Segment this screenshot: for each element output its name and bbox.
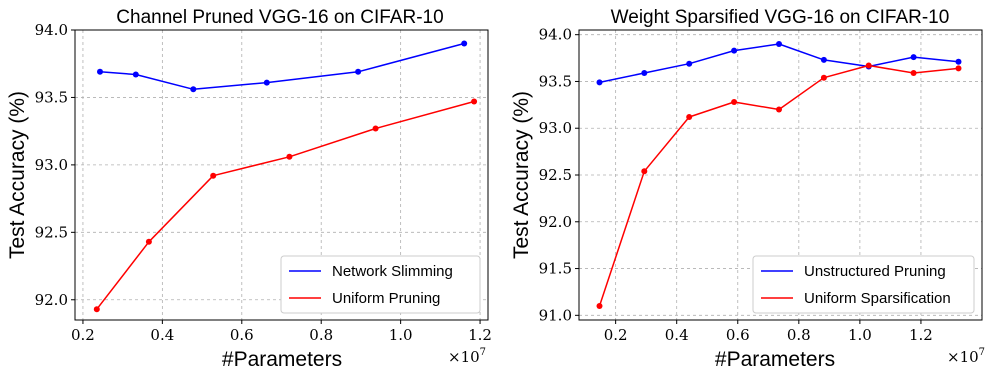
data-point-uniform-sparsification	[641, 168, 648, 175]
x-tick-label: 0.8	[787, 326, 811, 344]
y-tick-label: 94.0	[35, 21, 68, 39]
x-tick-label: 0.2	[71, 326, 95, 344]
legend: Unstructured Pruning Uniform Sparsificat…	[752, 255, 975, 314]
data-point-uniform-sparsification	[686, 114, 693, 120]
data-point-uniform-pruning	[471, 98, 478, 105]
x-tick-label: 1.2	[468, 326, 492, 344]
legend-label-unstructured-pruning: Unstructured Pruning	[804, 263, 946, 280]
y-tick-labels: 92.0 92.5 93.0 93.5 94.0	[35, 21, 75, 309]
legend-box	[280, 255, 481, 314]
y-tick-label: 93.5	[35, 88, 68, 106]
x-tick-label: 0.6	[230, 326, 254, 344]
data-point-uniform-pruning	[93, 306, 100, 313]
chart-channel-pruned: Channel Pruned VGG-16 on CIFAR-10 0.2 0.4…	[6, 7, 492, 371]
data-point-network-slimming	[355, 68, 362, 75]
legend-label-uniform-sparsification: Uniform Sparsification	[804, 290, 951, 307]
x-tick-label: 1.2	[909, 326, 933, 344]
legend-label-uniform-pruning: Uniform Pruning	[332, 290, 440, 307]
data-point-uniform-sparsification	[820, 74, 827, 81]
x-tick-labels: 0.2 0.4 0.6 0.8 1.0 1.2	[71, 320, 492, 344]
legend: Network Slimming Uniform Pruning	[280, 255, 481, 314]
series-line-unstructured-pruning	[599, 43, 959, 84]
y-tick-label: 92.5	[539, 166, 572, 184]
y-tick-label: 93.5	[539, 72, 572, 90]
data-point-uniform-sparsification	[731, 99, 738, 105]
data-point-network-slimming	[132, 71, 139, 78]
data-point-unstructured-pruning	[731, 47, 738, 54]
x-tick-label: 1.0	[848, 326, 872, 344]
y-axis-label: Test Accuracy (%)	[6, 91, 29, 259]
y-tick-label: 92.0	[35, 291, 68, 309]
data-point-uniform-pruning	[372, 125, 379, 132]
x-axis-multiplier: ×107	[947, 347, 985, 366]
data-point-unstructured-pruning	[686, 60, 693, 67]
plot-frame	[74, 29, 489, 321]
data-point-uniform-sparsification	[776, 106, 782, 113]
data-point-uniform-sparsification	[955, 65, 962, 72]
y-tick-label: 92.5	[35, 223, 68, 241]
legend-box	[752, 255, 975, 314]
chart-title: Weight Sparsified VGG-16 on CIFAR-10	[611, 7, 950, 28]
data-point-network-slimming	[263, 79, 270, 86]
data-point-uniform-pruning	[145, 238, 152, 245]
y-tick-labels: 91.0 91.5 92.0 92.5 93.0 93.5 94.0	[539, 26, 579, 324]
data-point-network-slimming	[461, 40, 468, 47]
data-point-uniform-pruning	[286, 153, 293, 160]
chart-title: Channel Pruned VGG-16 on CIFAR-10	[116, 7, 443, 28]
data-point-network-slimming	[190, 86, 197, 93]
data-point-uniform-sparsification	[865, 62, 872, 69]
x-axis-multiplier: ×107	[448, 347, 486, 366]
series-line-network-slimming	[99, 42, 465, 91]
x-tick-label: 0.4	[665, 326, 689, 344]
data-point-unstructured-pruning	[910, 54, 917, 61]
series-lines	[596, 41, 962, 309]
data-point-unstructured-pruning	[955, 58, 962, 65]
data-point-unstructured-pruning	[596, 79, 603, 86]
y-tick-label: 92.0	[539, 213, 572, 231]
data-point-uniform-sparsification	[910, 70, 917, 76]
y-axis-label: Test Accuracy (%)	[510, 91, 533, 259]
x-tick-label: 0.6	[726, 326, 750, 344]
x-axis-label: #Parameters	[715, 348, 835, 371]
y-tick-label: 93.0	[539, 119, 572, 137]
series-lines	[93, 40, 478, 313]
x-tick-labels: 0.2 0.4 0.6 0.8 1.0 1.2	[604, 320, 933, 344]
x-axis-label: #Parameters	[222, 348, 342, 371]
y-tick-label: 94.0	[539, 26, 572, 44]
y-tick-label: 91.5	[539, 260, 572, 278]
data-point-uniform-sparsification	[596, 303, 603, 309]
y-tick-label: 91.0	[539, 306, 572, 324]
data-point-network-slimming	[97, 68, 103, 75]
chart-weight-sparsified: Weight Sparsified VGG-16 on CIFAR-10 0.2…	[510, 7, 985, 371]
x-tick-label: 0.8	[309, 326, 333, 344]
data-point-unstructured-pruning	[820, 56, 827, 63]
data-point-unstructured-pruning	[641, 70, 648, 76]
data-point-uniform-pruning	[210, 172, 217, 179]
x-tick-label: 0.2	[604, 326, 628, 344]
x-tick-label: 1.0	[389, 326, 413, 344]
legend-label-network-slimming: Network Slimming	[332, 263, 453, 280]
series-line-uniform-pruning	[96, 100, 475, 310]
x-tick-label: 0.4	[150, 326, 174, 344]
data-point-unstructured-pruning	[776, 41, 782, 47]
y-tick-label: 93.0	[35, 156, 68, 174]
